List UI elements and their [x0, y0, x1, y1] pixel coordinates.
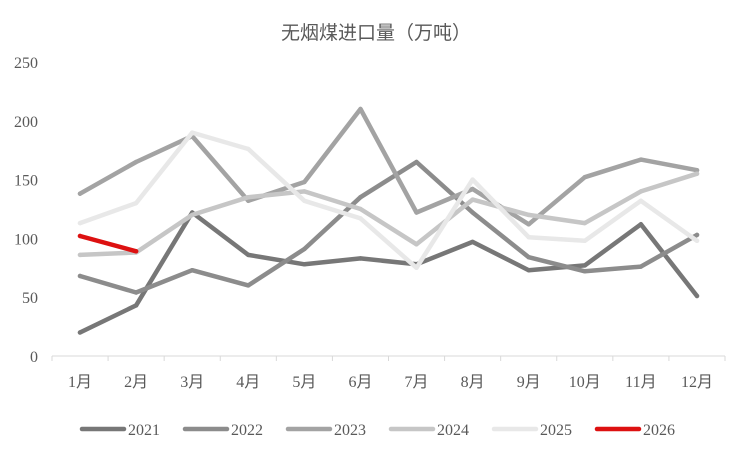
- data-point: [190, 212, 195, 218]
- data-point: [638, 198, 644, 203]
- data-point: [358, 206, 363, 212]
- data-point: [302, 246, 307, 252]
- y-axis: 0 50 100 150 200 250: [14, 55, 38, 366]
- data-point: [638, 264, 644, 269]
- series-line-2025: [77, 130, 700, 271]
- legend-label: 2023: [334, 422, 366, 439]
- data-point: [246, 252, 251, 258]
- data-point: [77, 273, 83, 279]
- data-point: [358, 195, 363, 200]
- legend-label: 2026: [643, 422, 675, 439]
- x-tick-label: 4月: [236, 374, 260, 391]
- data-point: [133, 303, 139, 308]
- data-point: [470, 186, 475, 192]
- x-tick-label: 8月: [461, 374, 485, 391]
- x-tick-label: 9月: [517, 374, 541, 391]
- y-tick-label: 100: [14, 231, 38, 248]
- data-point: [414, 210, 419, 215]
- data-point: [77, 252, 83, 258]
- data-point: [302, 198, 307, 203]
- legend-label: 2021: [128, 422, 160, 439]
- data-point: [582, 220, 587, 226]
- y-tick-label: 250: [14, 55, 38, 72]
- data-point: [77, 191, 83, 196]
- data-point: [190, 130, 195, 135]
- data-point: [694, 168, 700, 173]
- x-tick-label: 3月: [180, 374, 204, 391]
- data-point: [133, 290, 139, 295]
- data-point: [638, 189, 644, 194]
- data-point: [190, 268, 195, 273]
- data-point: [526, 212, 531, 218]
- data-point: [694, 293, 700, 299]
- data-point: [526, 268, 531, 273]
- data-point: [582, 238, 587, 243]
- data-point: [358, 106, 363, 112]
- x-tick-label: 12月: [681, 374, 713, 391]
- x-axis: 1月 2月 3月 4月 5月 6月 7月 8月 9月 10月 11月 12月: [51, 355, 726, 391]
- data-point: [358, 256, 363, 261]
- legend-label: 2024: [437, 422, 469, 439]
- data-point: [470, 177, 475, 182]
- data-point: [414, 265, 419, 270]
- series-line-2024: [77, 171, 700, 258]
- data-point: [526, 235, 531, 240]
- data-point: [470, 239, 475, 245]
- data-point: [246, 195, 251, 200]
- series-line-2021: [77, 210, 700, 335]
- data-point: [133, 159, 139, 165]
- chart-title: 无烟煤进口量（万吨）: [281, 22, 471, 44]
- data-point: [694, 171, 700, 176]
- data-point: [638, 157, 644, 162]
- data-point: [77, 233, 83, 239]
- legend-label: 2022: [231, 422, 263, 439]
- data-point: [414, 242, 419, 247]
- x-tick-label: 10月: [569, 374, 601, 391]
- data-point: [638, 222, 644, 227]
- data-point: [246, 283, 251, 288]
- data-point: [77, 330, 83, 335]
- y-tick-label: 200: [14, 114, 38, 131]
- x-tick-label: 7月: [405, 374, 429, 391]
- series-line-2022: [77, 159, 700, 295]
- data-point: [133, 249, 139, 254]
- data-point: [77, 220, 83, 226]
- data-point: [414, 159, 419, 165]
- data-point: [133, 200, 139, 206]
- data-point: [694, 238, 700, 243]
- series-lines: [77, 106, 700, 335]
- data-point: [246, 146, 251, 152]
- y-tick-label: 0: [30, 349, 38, 366]
- y-tick-label: 150: [14, 173, 38, 190]
- data-point: [526, 222, 531, 227]
- data-point: [358, 216, 363, 221]
- data-point: [582, 269, 587, 274]
- series-line-2023: [77, 106, 700, 227]
- x-tick-label: 2月: [124, 374, 148, 391]
- data-point: [302, 189, 307, 194]
- x-tick-label: 1月: [68, 374, 92, 391]
- data-point: [526, 255, 531, 260]
- data-point: [582, 175, 587, 180]
- legend-label: 2025: [540, 422, 572, 439]
- y-tick-label: 50: [22, 290, 38, 307]
- x-tick-label: 5月: [292, 374, 316, 391]
- data-point: [694, 232, 700, 238]
- legend: 2021 2022 2023 2024 2025 2026: [79, 422, 675, 439]
- data-point: [470, 197, 475, 202]
- series-line-2026: [77, 233, 139, 254]
- x-tick-label: 6月: [348, 374, 372, 391]
- data-point: [470, 210, 475, 215]
- data-point: [582, 263, 587, 268]
- x-tick-label: 11月: [625, 374, 656, 391]
- data-point: [302, 262, 307, 267]
- data-point: [302, 179, 307, 185]
